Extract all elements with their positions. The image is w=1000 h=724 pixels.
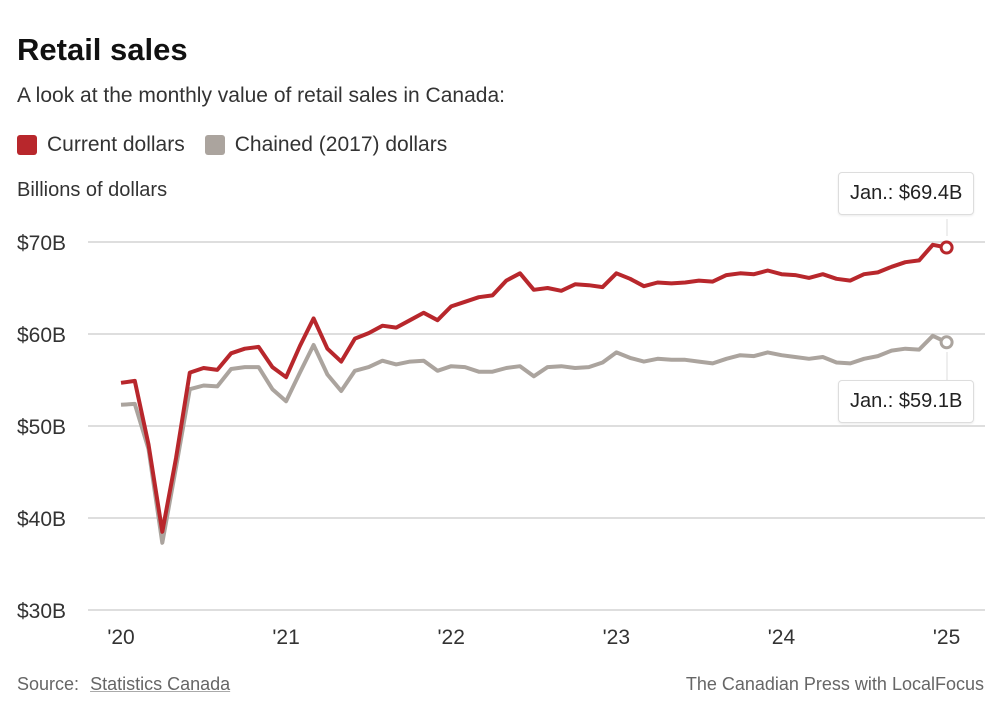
- chart-subtitle: A look at the monthly value of retail sa…: [17, 84, 505, 107]
- x-tick-label: '21: [272, 626, 299, 649]
- series-line-current: [120, 242, 947, 534]
- y-tick-label: $60B: [17, 324, 66, 347]
- legend: Current dollars Chained (2017) dollars: [17, 133, 447, 157]
- legend-item-current[interactable]: Current dollars: [17, 133, 185, 157]
- source: Source: Statistics Canada: [17, 674, 230, 695]
- y-axis-label: Billions of dollars: [17, 179, 168, 201]
- tooltip-chained: Jan.: $59.1B: [838, 380, 975, 423]
- legend-label: Current dollars: [47, 133, 185, 156]
- y-tick-label: $50B: [17, 416, 66, 439]
- tooltip-current: Jan.: $69.4B: [838, 172, 975, 215]
- legend-item-chained[interactable]: Chained (2017) dollars: [204, 133, 448, 157]
- source-label: Source:: [17, 674, 80, 694]
- y-tick-label: $30B: [17, 600, 66, 623]
- series-line-chained: [120, 333, 948, 545]
- y-tick-label: $40B: [17, 508, 66, 531]
- x-tick-label: '23: [603, 626, 630, 649]
- legend-swatch-chained: [204, 135, 225, 155]
- x-tick-label: '25: [933, 626, 960, 649]
- y-tick-label: $70B: [17, 232, 66, 255]
- end-point-marker: [939, 335, 954, 350]
- end-point-marker: [939, 240, 954, 255]
- legend-label: Chained (2017) dollars: [234, 133, 448, 156]
- x-tick-label: '24: [768, 626, 796, 649]
- credit: The Canadian Press with LocalFocus: [685, 674, 984, 694]
- x-tick-label: '22: [438, 626, 465, 649]
- x-tick-label: '20: [107, 626, 134, 649]
- legend-swatch-current: [17, 135, 37, 155]
- source-link[interactable]: Statistics Canada: [90, 674, 231, 694]
- chart-title: Retail sales: [17, 32, 188, 67]
